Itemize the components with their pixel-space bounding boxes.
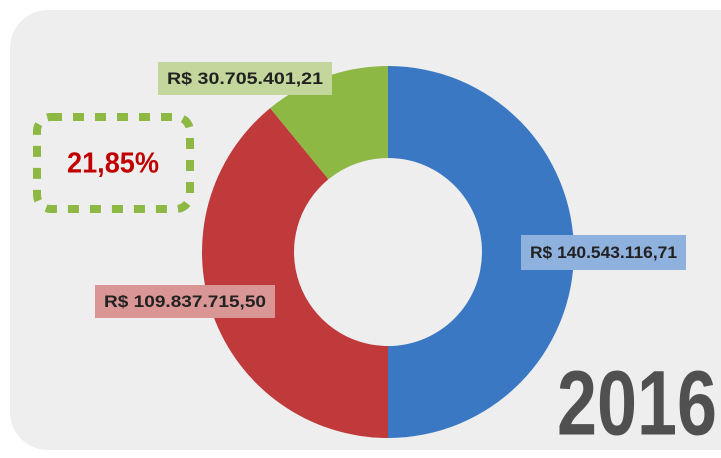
donut-segment [202,108,388,439]
data-label: R$ 140.543.116,71 [530,243,677,262]
data-label: R$ 30.705.401,21 [167,69,323,88]
data-label-bg [521,235,686,270]
donut-segment [388,66,574,438]
annotation: 21,85% [67,148,159,180]
data-label-bg [95,285,275,318]
chart-title: 2016 [557,352,717,454]
data-label: R$ 109.837.715,50 [104,292,266,311]
data-label-bg [158,62,332,95]
annotation-box [33,113,194,213]
